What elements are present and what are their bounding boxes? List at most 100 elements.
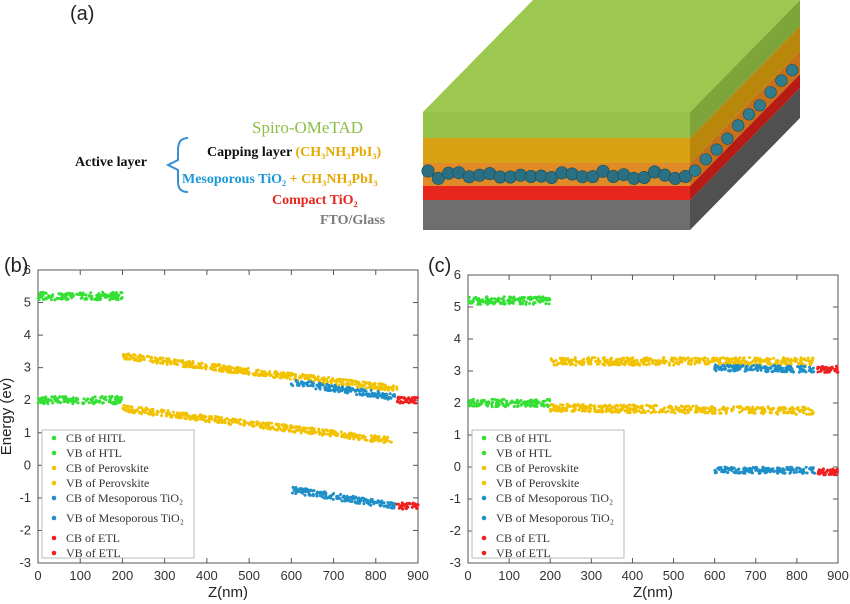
data-point: [53, 298, 57, 302]
data-point: [270, 421, 273, 425]
data-point: [730, 357, 734, 361]
data-point: [353, 500, 357, 504]
data-point: [260, 369, 264, 373]
data-point: [611, 410, 615, 414]
data-point: [348, 386, 351, 390]
data-point: [317, 427, 321, 431]
data-point: [490, 405, 494, 409]
data-point: [750, 368, 754, 372]
data-point: [111, 400, 115, 404]
data-point: [74, 397, 78, 401]
data-point: [347, 435, 351, 439]
data-point: [561, 403, 565, 407]
data-point: [150, 408, 154, 411]
data-point: [219, 417, 223, 421]
data-point: [286, 371, 290, 375]
data-point: [600, 407, 604, 411]
legend-entry: CB of Perovskite: [66, 461, 149, 475]
data-point: [278, 376, 282, 380]
data-point: [354, 388, 358, 392]
data-point: [389, 440, 393, 444]
y-tick-label: 3: [454, 363, 461, 378]
data-point: [609, 363, 613, 367]
data-point: [202, 414, 206, 418]
data-point: [512, 299, 516, 302]
data-point: [156, 360, 160, 364]
data-point: [492, 302, 496, 306]
data-point: [407, 501, 411, 505]
data-point: [359, 389, 363, 393]
data-point: [282, 429, 286, 433]
data-point: [268, 370, 272, 374]
compact-side: [690, 74, 800, 200]
data-point: [407, 401, 411, 405]
data-point: [258, 372, 262, 376]
data-point: [395, 387, 399, 391]
data-point: [761, 469, 765, 473]
data-point: [732, 405, 736, 409]
data-point: [121, 353, 125, 356]
data-point: [301, 426, 305, 430]
data-point: [541, 299, 545, 303]
data-point: [627, 362, 631, 366]
data-point: [531, 302, 535, 306]
data-point: [356, 434, 360, 438]
data-point: [727, 369, 731, 373]
data-point: [380, 501, 384, 505]
data-point: [217, 418, 221, 422]
data-point: [682, 356, 686, 360]
data-point: [705, 406, 709, 410]
data-point: [188, 415, 192, 419]
data-point: [285, 424, 289, 428]
data-point: [774, 365, 778, 369]
data-point: [123, 355, 127, 359]
data-point: [717, 408, 721, 412]
data-point: [801, 405, 805, 409]
data-point: [338, 377, 342, 381]
data-point: [481, 300, 485, 304]
capping-side: [690, 26, 800, 163]
data-point: [717, 468, 721, 471]
data-point: [718, 358, 722, 362]
data-point: [44, 395, 48, 399]
data-point: [101, 290, 105, 294]
data-point: [730, 465, 733, 469]
data-point: [544, 302, 548, 306]
data-point: [309, 380, 313, 384]
data-point: [76, 401, 80, 405]
data-point: [759, 411, 763, 415]
data-point: [529, 296, 533, 300]
data-point: [300, 490, 304, 493]
data-point: [549, 357, 553, 361]
y-tick-label: 0: [24, 457, 31, 472]
data-point: [735, 368, 739, 372]
data-point: [625, 405, 629, 408]
data-point: [484, 400, 488, 404]
data-point: [317, 430, 321, 433]
data-point: [374, 501, 378, 505]
data-point: [637, 409, 641, 413]
data-point: [797, 370, 801, 374]
series-5: [291, 485, 397, 510]
data-point: [321, 429, 325, 432]
data-point: [565, 358, 569, 362]
data-point: [501, 402, 505, 406]
data-point: [607, 363, 611, 367]
data-point: [185, 360, 189, 364]
series-2: [121, 352, 399, 392]
data-point: [666, 409, 670, 413]
data-point: [792, 471, 796, 474]
data-point: [652, 409, 656, 413]
data-point: [702, 408, 706, 412]
data-point: [349, 431, 353, 435]
data-point: [238, 368, 242, 372]
data-point: [790, 405, 794, 409]
data-point: [533, 296, 537, 300]
bead: [699, 153, 712, 166]
data-point: [549, 403, 552, 407]
data-point: [808, 467, 812, 471]
data-point: [479, 302, 482, 306]
data-point: [660, 410, 664, 414]
data-point: [191, 360, 195, 363]
data-point: [187, 365, 191, 369]
